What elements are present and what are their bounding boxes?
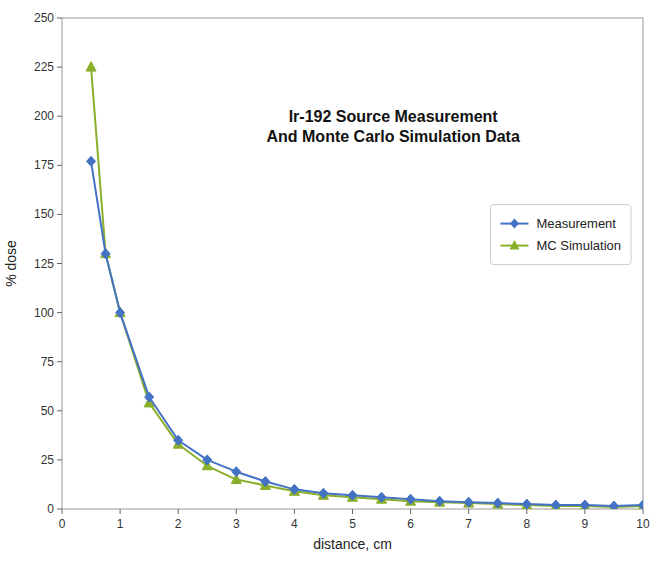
y-tick-label: 0 <box>47 502 54 516</box>
point <box>86 62 96 72</box>
point <box>87 156 96 166</box>
y-tick-label: 175 <box>34 158 54 172</box>
y-tick <box>57 410 62 411</box>
x-tick <box>526 509 527 514</box>
y-tick-label: 250 <box>34 11 54 25</box>
point <box>551 500 560 509</box>
point <box>493 499 503 509</box>
x-tick <box>352 509 353 514</box>
point <box>638 501 643 509</box>
point <box>609 502 619 509</box>
x-tick <box>236 509 237 514</box>
x-tick-label: 7 <box>465 517 472 531</box>
x-tick <box>178 509 179 514</box>
y-tick-label: 225 <box>34 60 54 74</box>
point <box>493 498 502 508</box>
y-tick-label: 125 <box>34 257 54 271</box>
x-tick <box>643 509 644 514</box>
y-tick-label: 25 <box>41 453 55 467</box>
axes: 0123456789100255075100125150175200225250 <box>34 11 650 531</box>
point <box>609 501 618 509</box>
point <box>580 500 589 509</box>
x-tick-label: 2 <box>175 517 182 531</box>
x-tick-label: 5 <box>349 517 356 531</box>
y-tick <box>57 67 62 68</box>
y-tick-label: 50 <box>41 404 55 418</box>
x-tick-label: 8 <box>523 517 530 531</box>
y-tick <box>57 312 62 313</box>
point <box>261 477 270 487</box>
point <box>145 392 154 402</box>
point <box>101 248 111 258</box>
legend-label: Measurement <box>536 216 616 231</box>
legend-marker <box>509 240 519 250</box>
point <box>464 497 473 507</box>
point <box>580 501 590 509</box>
x-tick <box>584 509 585 514</box>
x-tick-label: 0 <box>59 517 66 531</box>
y-tick-label: 200 <box>34 109 54 123</box>
x-tick-label: 10 <box>636 517 650 531</box>
x-tick <box>410 509 411 514</box>
plot-data <box>86 62 643 509</box>
y-tick <box>57 509 62 510</box>
y-tick <box>57 459 62 460</box>
y-tick <box>57 361 62 362</box>
point <box>522 500 532 509</box>
y-tick <box>57 214 62 215</box>
x-tick <box>468 509 469 514</box>
series-line <box>91 161 643 506</box>
y-axis-label: % dose <box>3 240 19 287</box>
y-tick <box>57 263 62 264</box>
y-tick-label: 150 <box>34 207 54 221</box>
x-tick <box>294 509 295 514</box>
point <box>116 308 125 318</box>
x-tick-label: 4 <box>291 517 298 531</box>
point <box>551 501 561 509</box>
point <box>319 488 328 498</box>
point <box>348 490 357 500</box>
x-tick <box>62 509 63 514</box>
y-tick <box>57 116 62 117</box>
subtitle: And Monte Carlo Simulation Data <box>266 128 519 145</box>
point <box>115 307 125 317</box>
point <box>232 467 241 477</box>
point <box>435 496 444 506</box>
point <box>174 435 183 445</box>
legend: Measurement MC Simulation <box>490 205 631 265</box>
title: Ir-192 Source Measurement <box>289 108 499 125</box>
point <box>522 499 531 509</box>
point <box>406 494 415 504</box>
legend-frame <box>490 205 631 265</box>
y-tick <box>57 18 62 19</box>
legend-label: MC Simulation <box>536 238 621 253</box>
point <box>290 484 299 494</box>
series <box>86 62 643 509</box>
series <box>87 156 643 509</box>
x-tick-label: 1 <box>117 517 124 531</box>
x-tick-label: 6 <box>407 517 414 531</box>
point <box>639 500 644 509</box>
chart: 0123456789100255075100125150175200225250… <box>0 0 665 561</box>
y-tick-label: 75 <box>41 355 55 369</box>
plot-frame <box>62 18 643 509</box>
legend-marker <box>510 219 519 229</box>
point <box>101 249 110 259</box>
x-tick <box>120 509 121 514</box>
x-axis-label: distance, cm <box>313 536 392 552</box>
y-tick <box>57 165 62 166</box>
point <box>435 497 445 507</box>
x-tick-label: 9 <box>582 517 589 531</box>
series-line <box>91 67 643 507</box>
point <box>377 492 386 502</box>
y-tick-label: 100 <box>34 306 54 320</box>
point <box>203 455 212 465</box>
x-tick-label: 3 <box>233 517 240 531</box>
point <box>464 498 474 508</box>
